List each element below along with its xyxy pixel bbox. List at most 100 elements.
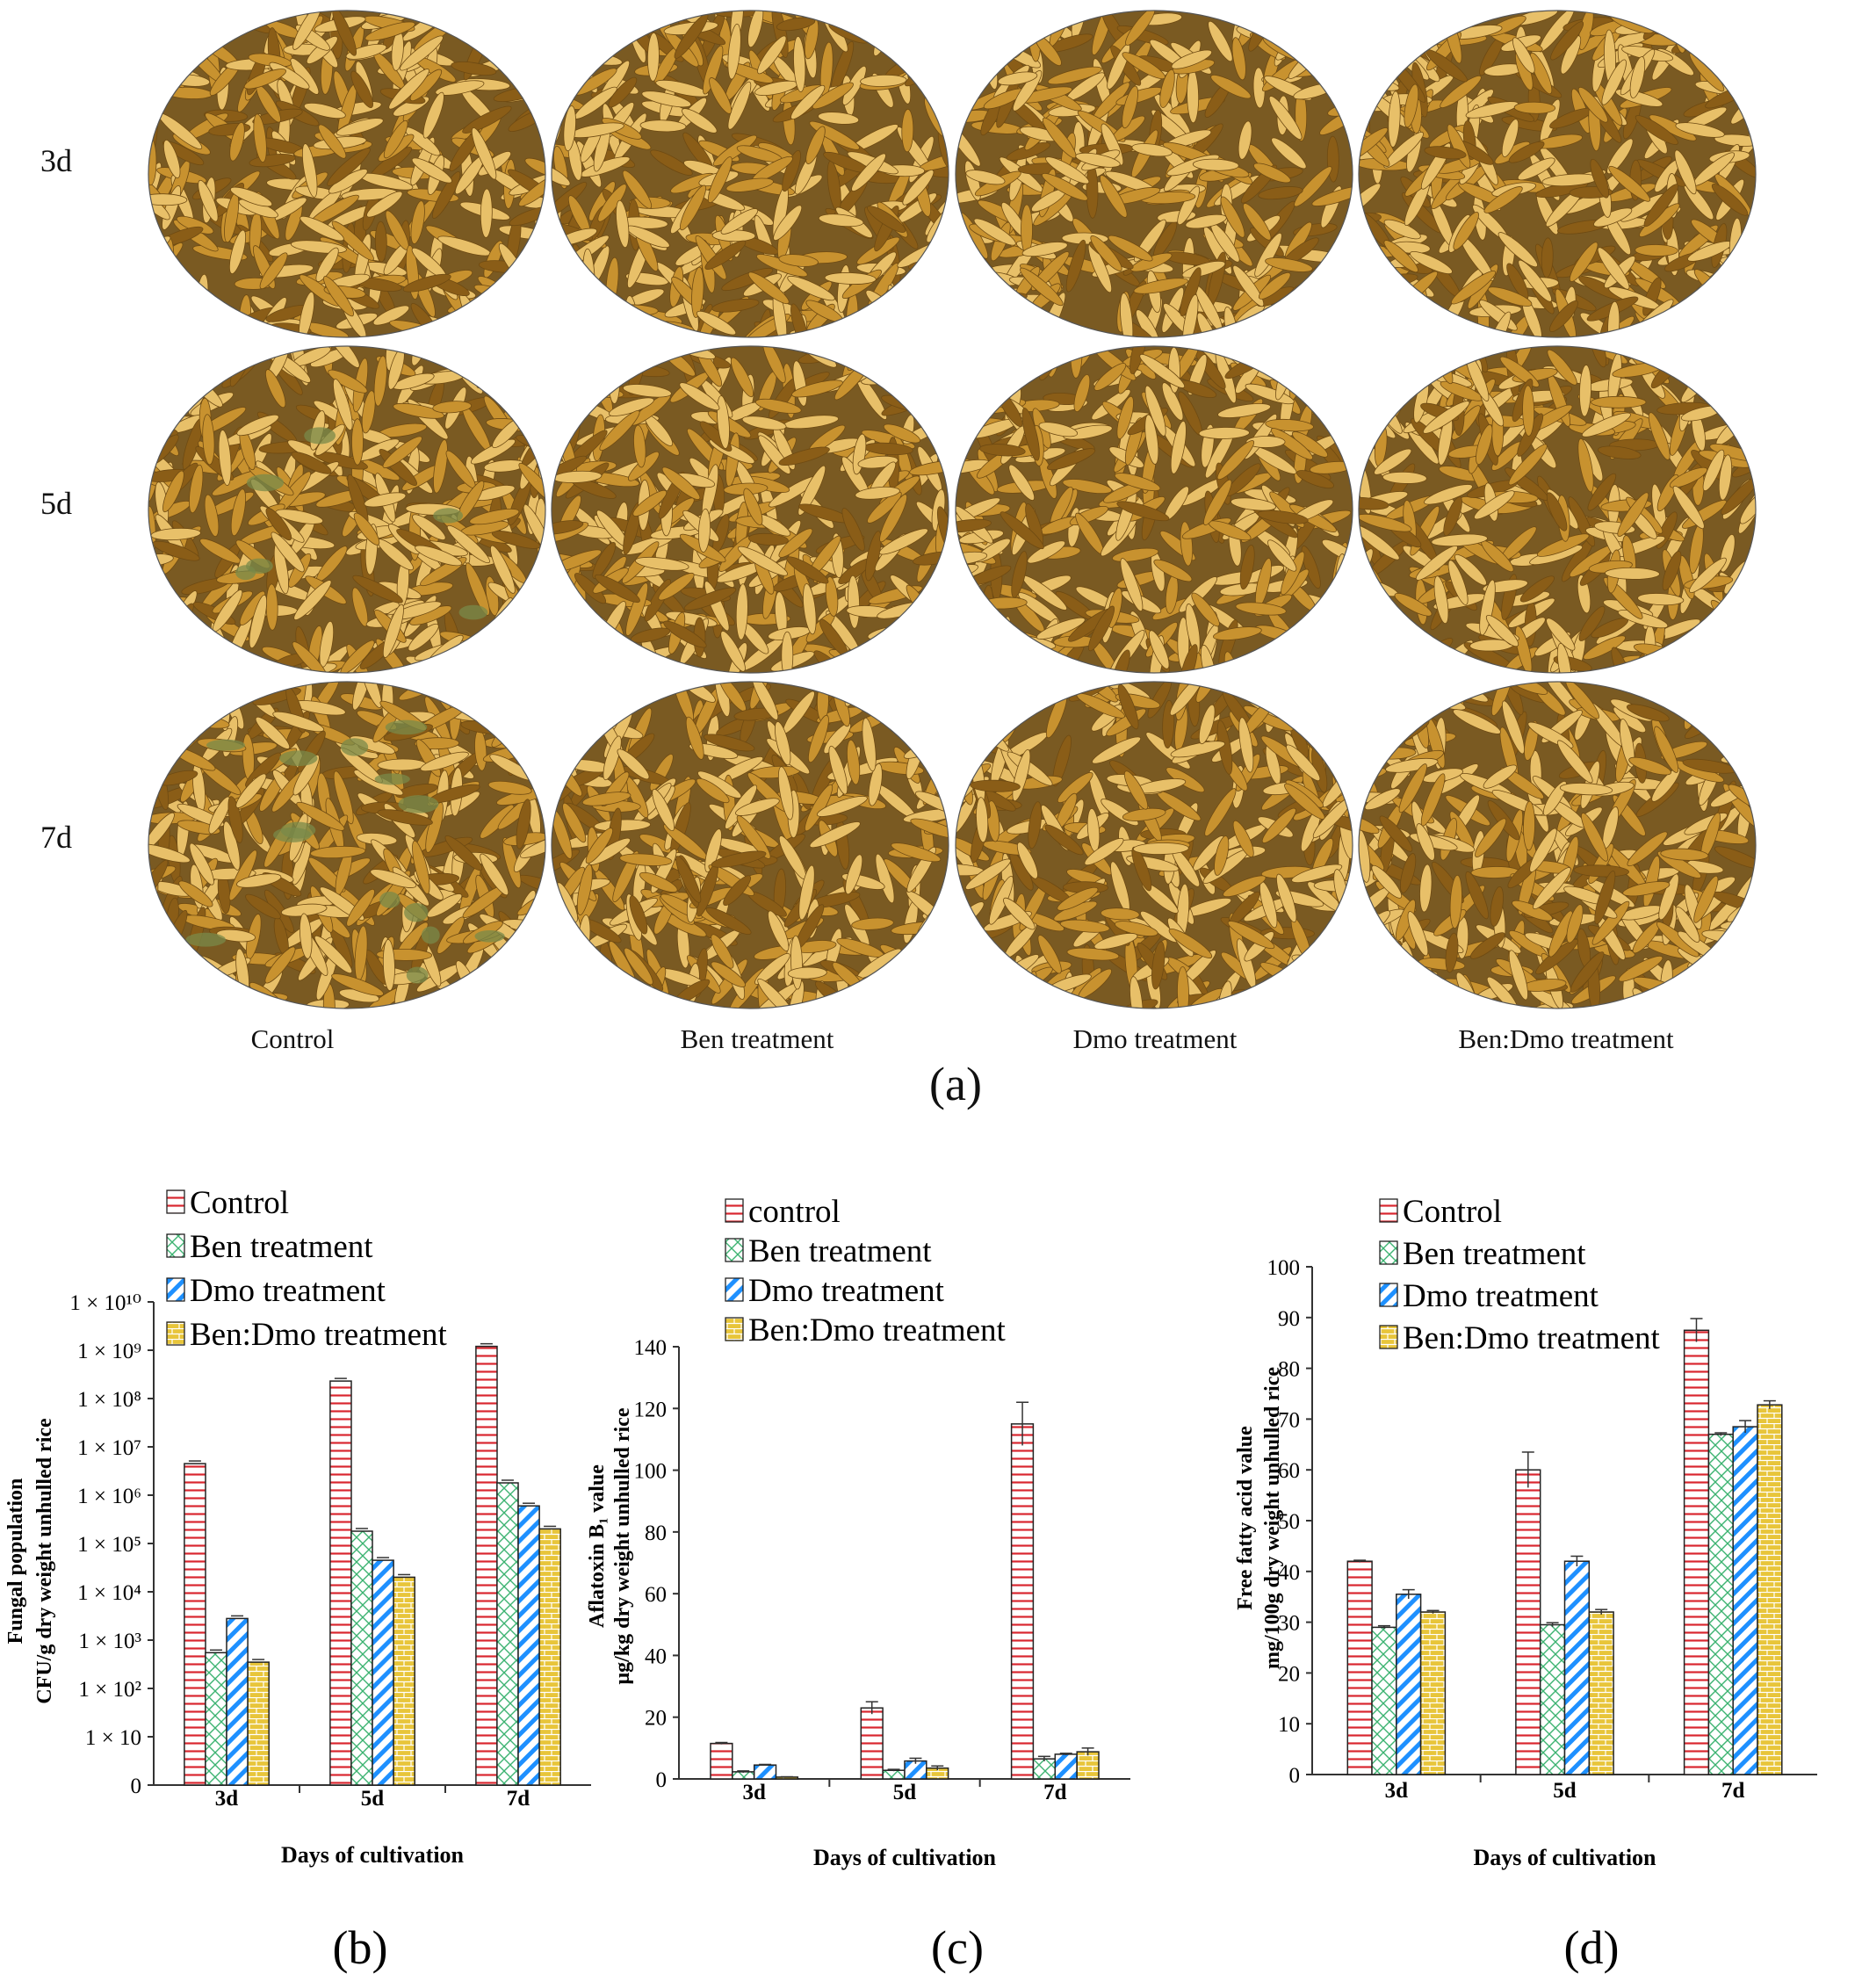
rice-photo-border [955,681,1353,1009]
y-axis-label-units: μg/kg dry weight unhulled rice [611,1407,634,1684]
bar-dmo-5d [372,1559,394,1786]
bar-ben-5d [350,1530,373,1786]
legend-label-bendmo: Ben:Dmo treatment [190,1317,448,1353]
row-label-7d: 7d [40,820,72,855]
bar-ben-7d [1707,1433,1734,1775]
bar-dmo-3d [753,1764,777,1780]
legend-swatch-control [725,1198,744,1223]
panel-tag-d: (d) [1564,1921,1620,1974]
legend-label-dmo: Dmo treatment [1403,1278,1599,1314]
y-tick-label: 120 [634,1398,668,1421]
rice-photo-1-2 [956,346,1353,673]
rice-photo-border [955,10,1353,338]
bar-ben-3d [1371,1626,1397,1775]
rice-photo-border [955,345,1353,674]
y-tick-label: 1 × 10² [78,1678,141,1702]
category-label: 5d [893,1781,917,1804]
bar-ben-7d [496,1482,519,1786]
rice-photo-border [1358,681,1757,1009]
legend-swatch-dmo [166,1277,185,1302]
bar-bendmo-3d [1419,1611,1447,1775]
chart-b: 0 1 × 10 1 × 10² 1 × 10³ 1 × 10⁴ 1 × 10⁵ 1 × 1… [4,1185,591,1974]
column-label-control: Control [250,1023,335,1054]
rice-photo-border [1358,345,1757,674]
column-label-ben: Ben treatment [680,1023,834,1054]
y-tick-label: 1 × 10⁶ [77,1485,141,1508]
rice-photo-2-0 [148,682,545,1008]
legend-swatch-bendmo [166,1321,185,1346]
y-axis-label: Fungal population [4,1478,27,1645]
bar-ben-7d [1032,1758,1057,1780]
rice-photo-grid [148,10,1757,1009]
rice-photo-1-0 [148,346,545,673]
bar-dmo-7d [1054,1753,1078,1780]
y-axis-label-units: CFU/g dry weight unhulled rice [33,1418,56,1704]
panel-tag-c: (c) [931,1921,984,1974]
y-axis-label: Aflatoxin B₁ value [586,1464,609,1628]
bar-control-5d [329,1380,352,1786]
rice-photo-0-1 [552,11,949,337]
legend-label-bendmo: Ben:Dmo treatment [1403,1320,1661,1356]
column-label-dmo: Dmo treatment [1072,1023,1238,1054]
bar-control-7d [1683,1329,1710,1775]
legend-swatch-ben [166,1233,185,1258]
rice-photo-0-3 [1359,11,1756,337]
y-tick-label: 0 [1289,1764,1301,1788]
y-tick-label: 1 × 10¹⁰ [69,1291,141,1315]
y-tick-label: 90 [1278,1307,1300,1331]
y-tick-label: 1 × 10⁸ [77,1388,141,1412]
rice-photo-2-2 [956,682,1353,1008]
bar-ben-5d [882,1769,906,1780]
legend-swatch-ben [725,1238,744,1262]
bar-bendmo-7d [538,1528,561,1786]
panel-tag-b: (b) [333,1921,388,1974]
legend-label-ben: Ben treatment [1403,1236,1586,1272]
rice-photo-1-1 [552,346,949,673]
bar-control-7d [1010,1423,1035,1780]
rice-photo-0-2 [956,11,1353,337]
rice-photo-border [148,345,546,674]
row-label-5d: 5d [40,486,72,521]
bar-charts: 0 1 × 10 1 × 10² 1 × 10³ 1 × 10⁴ 1 × 10⁵ 1 × 1… [4,1185,1817,1974]
category-label: 7d [507,1787,530,1811]
y-tick-label: 0 [656,1768,668,1792]
bar-dmo-3d [1396,1594,1422,1775]
legend-label-control: Control [190,1185,289,1221]
bar-dmo-7d [517,1505,540,1786]
rice-photo-border [551,10,949,338]
y-tick-label: 140 [634,1336,668,1360]
category-label: 3d [742,1781,766,1804]
y-tick-label: 70 [1278,1408,1300,1432]
bar-ben-5d [1539,1623,1566,1775]
bar-dmo-5d [1563,1560,1591,1775]
bar-control-3d [184,1463,206,1786]
y-tick-label: 40 [645,1645,667,1668]
legend-swatch-control [166,1189,185,1214]
category-label: 3d [215,1787,239,1811]
x-axis-label: Days of cultivation [281,1842,465,1868]
bar-dmo-3d [226,1617,249,1786]
rice-photo-2-1 [552,682,949,1008]
y-tick-label: 40 [1278,1561,1300,1585]
y-tick-label: 1 × 10⁹ [77,1340,141,1363]
bar-bendmo-7d [1757,1404,1783,1775]
y-tick-label: 10 [1278,1713,1300,1737]
bar-ben-3d [205,1652,227,1786]
legend-label-dmo: Dmo treatment [748,1273,945,1309]
y-tick-label: 30 [1278,1612,1300,1636]
bar-control-3d [1346,1560,1373,1775]
y-tick-label: 80 [1278,1358,1300,1382]
legend-label-dmo: Dmo treatment [190,1273,386,1309]
chart-d: 0 10 20 30 40 50 60 70 80 90 100 3d 5d 7d Days of cult… [1234,1194,1817,1974]
rice-photo-1-3 [1359,346,1756,673]
rice-photo-border [551,681,949,1009]
bar-control-5d [1515,1469,1541,1775]
column-label-bendmo: Ben:Dmo treatment [1458,1023,1674,1054]
y-tick-label: 0 [131,1775,142,1798]
bar-bendmo-5d [393,1576,415,1786]
legend-label-bendmo: Ben:Dmo treatment [748,1312,1007,1348]
legend-swatch-dmo [1379,1283,1398,1307]
y-tick-label: 100 [634,1460,668,1484]
bar-control-7d [475,1345,498,1786]
category-label: 5d [1553,1779,1577,1803]
